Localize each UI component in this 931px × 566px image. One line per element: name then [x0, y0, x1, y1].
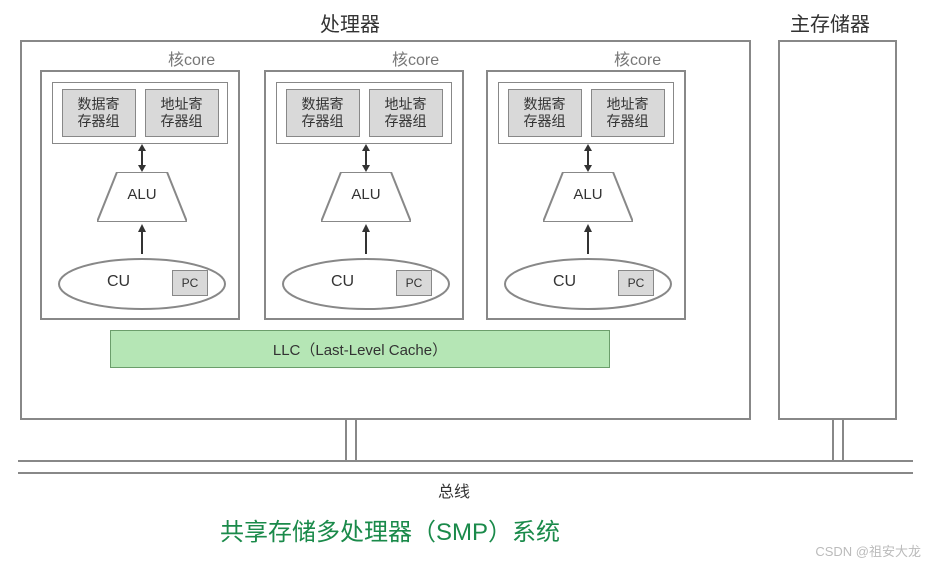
data-register-box: 数据寄存器组 — [508, 89, 582, 137]
address-register-box: 地址寄存器组 — [369, 89, 443, 137]
register-group: 数据寄存器组 地址寄存器组 — [498, 82, 674, 144]
processor-bus-connector — [345, 420, 357, 460]
llc-box: LLC（Last-Level Cache） — [110, 330, 610, 368]
bidirectional-arrow-icon — [136, 144, 148, 172]
alu-block: ALU — [321, 172, 411, 222]
processor-title: 处理器 — [320, 8, 380, 37]
core-box-1: 数据寄存器组 地址寄存器组 ALU CU PC — [264, 70, 464, 320]
bus-label: 总线 — [438, 478, 470, 502]
memory-box — [778, 40, 897, 420]
alu-block: ALU — [97, 172, 187, 222]
diagram-caption: 共享存储多处理器（SMP）系统 — [220, 512, 560, 547]
alu-label: ALU — [97, 186, 187, 203]
pc-box: PC — [172, 270, 208, 296]
data-register-box: 数据寄存器组 — [286, 89, 360, 137]
cu-label: CU — [553, 273, 576, 291]
bus-line — [18, 460, 913, 474]
address-register-box: 地址寄存器组 — [145, 89, 219, 137]
register-group: 数据寄存器组 地址寄存器组 — [276, 82, 452, 144]
address-register-box: 地址寄存器组 — [591, 89, 665, 137]
up-arrow-icon — [582, 224, 594, 254]
cu-label: CU — [107, 273, 130, 291]
core-label-2: 核core — [614, 46, 661, 70]
memory-title: 主存储器 — [790, 8, 870, 37]
watermark: CSDN @祖安大龙 — [815, 541, 921, 560]
core-label-1: 核core — [392, 46, 439, 70]
cu-label: CU — [331, 273, 354, 291]
alu-label: ALU — [321, 186, 411, 203]
pc-box: PC — [396, 270, 432, 296]
memory-bus-connector — [832, 420, 844, 460]
bidirectional-arrow-icon — [360, 144, 372, 172]
alu-label: ALU — [543, 186, 633, 203]
pc-box: PC — [618, 270, 654, 296]
core-box-0: 数据寄存器组 地址寄存器组 ALU CU PC — [40, 70, 240, 320]
core-label-0: 核core — [168, 46, 215, 70]
alu-block: ALU — [543, 172, 633, 222]
data-register-box: 数据寄存器组 — [62, 89, 136, 137]
register-group: 数据寄存器组 地址寄存器组 — [52, 82, 228, 144]
up-arrow-icon — [360, 224, 372, 254]
diagram-canvas: 处理器 主存储器 核core 核core 核core 数据寄存器组 地址寄存器组… — [0, 0, 931, 566]
core-box-2: 数据寄存器组 地址寄存器组 ALU CU PC — [486, 70, 686, 320]
bidirectional-arrow-icon — [582, 144, 594, 172]
up-arrow-icon — [136, 224, 148, 254]
